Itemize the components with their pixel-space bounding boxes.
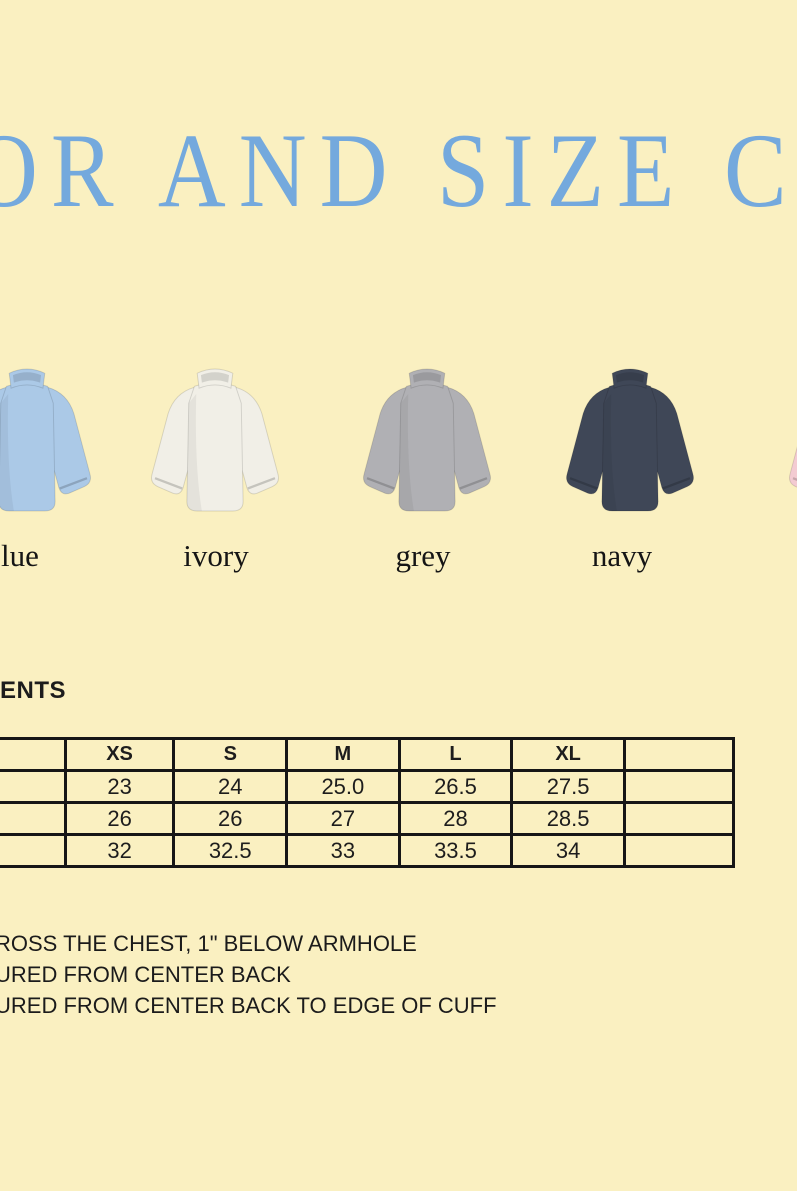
color-label-blue: lue (1, 538, 39, 573)
size-table-cell (622, 769, 736, 804)
measurement-notes: ROSS THE CHEST, 1" BELOW ARMHOLE URED FR… (0, 928, 497, 1021)
color-label-grey: grey (395, 538, 451, 573)
size-table-header-cell (0, 737, 67, 772)
size-table-header-cell: S (172, 737, 289, 772)
sweatshirt-icon (150, 367, 280, 513)
size-table-header-row: XS S M L XL (0, 737, 736, 772)
size-table-header-cell (622, 737, 736, 772)
size-table-row: 32 32.5 33 33.5 34 (0, 833, 736, 868)
size-table-cell: 33.5 (397, 833, 514, 868)
sweatshirt-icon (0, 367, 92, 513)
size-table-cell: 28.5 (510, 801, 626, 836)
size-table-cell: 26 (172, 801, 289, 836)
size-table-cell (0, 833, 67, 868)
sweatshirt-icon (565, 367, 695, 513)
color-label-navy: navy (591, 538, 653, 573)
page-title: OR AND SIZE C (0, 112, 797, 230)
size-table-cell: 27 (285, 801, 401, 836)
size-table-cell (0, 801, 67, 836)
note-line: URED FROM CENTER BACK TO EDGE OF CUFF (0, 993, 497, 1018)
note-line: URED FROM CENTER BACK (0, 962, 291, 987)
note-line: ROSS THE CHEST, 1" BELOW ARMHOLE (0, 931, 417, 956)
measurements-heading: ENTS (0, 677, 67, 704)
size-table-cell (622, 833, 736, 868)
sweatshirt-image-blue (0, 362, 102, 526)
size-table-cell: 23 (63, 769, 176, 804)
size-table-cell (0, 769, 67, 804)
sweatshirt-image-grey (352, 362, 502, 526)
size-table-cell: 26.5 (397, 769, 514, 804)
size-table-cell: 34 (510, 833, 626, 868)
size-table-header-cell: M (285, 737, 401, 772)
sweatshirt-image-ivory (140, 362, 290, 526)
size-table-cell: 26 (63, 801, 176, 836)
size-table-row: 26 26 27 28 28.5 (0, 801, 736, 836)
size-table-cell: 27.5 (510, 769, 626, 804)
size-table-cell: 33 (285, 833, 401, 868)
sweatshirt-image-navy (555, 362, 705, 526)
size-table-cell: 32 (63, 833, 176, 868)
sweatshirt-image-pink (778, 362, 797, 526)
size-table-cell: 28 (397, 801, 514, 836)
size-table-row: 23 24 25.0 26.5 27.5 (0, 769, 736, 804)
size-table-cell: 24 (172, 769, 289, 804)
sweatshirt-icon (362, 367, 492, 513)
size-table-cell (622, 801, 736, 836)
sweatshirt-icon (788, 367, 797, 513)
size-table-header-cell: XL (510, 737, 626, 772)
size-table-cell: 32.5 (172, 833, 289, 868)
size-table: XS S M L XL 23 24 25.0 26.5 27.5 26 26 2… (0, 737, 736, 868)
size-table-header-cell: XS (63, 737, 176, 772)
size-table-cell: 25.0 (285, 769, 401, 804)
size-table-header-cell: L (397, 737, 514, 772)
color-label-ivory: ivory (183, 538, 249, 573)
